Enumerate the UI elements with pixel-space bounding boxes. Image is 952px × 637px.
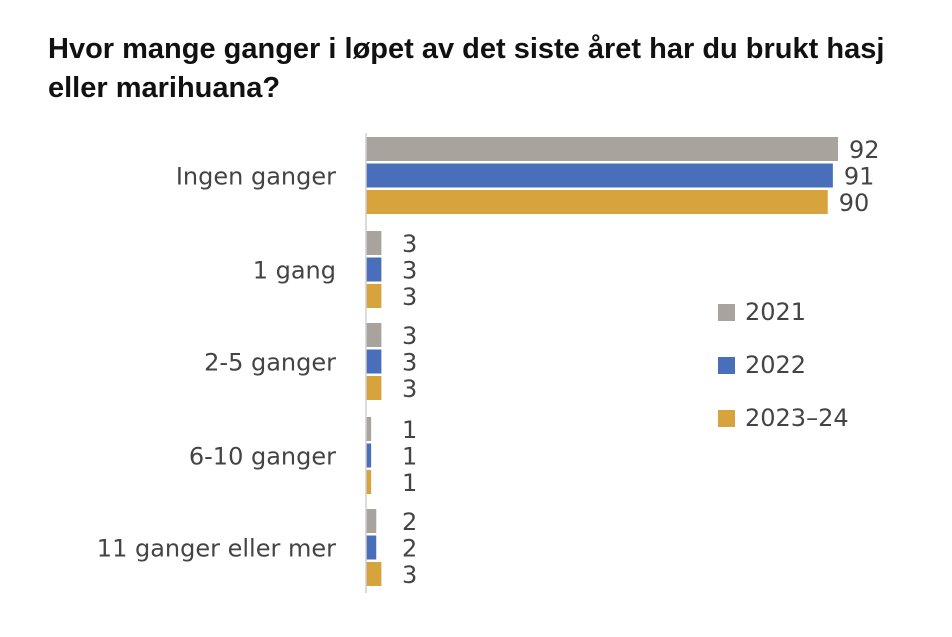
category-label-2-5-ganger: 2-5 ganger [204, 349, 336, 377]
value-label-6-10-ganger-2021: 1 [402, 416, 417, 444]
value-label-11-ganger-eller-mer-2022: 2 [402, 535, 417, 563]
value-label-2-5-ganger-2021: 3 [402, 322, 417, 350]
chart-title: Hvor mange ganger i løpet av det siste å… [48, 33, 885, 104]
legend: 2021 2022 2023–24 [718, 298, 849, 432]
bar-ingen-ganger-2021 [366, 137, 838, 161]
value-label-2-5-ganger-2022: 3 [402, 349, 417, 377]
bar-ingen-ganger-2023-24 [366, 190, 828, 214]
legend-label-2022: 2022 [745, 351, 806, 379]
bar-11-ganger-eller-mer-2021 [366, 509, 377, 533]
bar-11-ganger-eller-mer-2023-24 [366, 562, 382, 586]
bar-2-5-ganger-2022 [366, 349, 382, 374]
value-label-6-10-ganger-2023-24: 1 [402, 469, 417, 497]
category-labels-group: Ingen ganger 1 gang 2-5 ganger 6-10 ganger 1… [97, 163, 336, 563]
legend-swatch-2021 [718, 304, 735, 321]
legend-label-2021: 2021 [745, 298, 806, 326]
bar-6-10-ganger-2021 [366, 417, 372, 441]
bars-group [366, 137, 838, 586]
value-label-ingen-ganger-2023-24: 90 [839, 189, 870, 217]
bar-2-5-ganger-2021 [366, 323, 382, 347]
value-label-2-5-ganger-2023-24: 3 [402, 375, 417, 403]
category-label-1-gang: 1 gang [253, 257, 336, 285]
value-label-11-ganger-eller-mer-2023-24: 3 [402, 561, 417, 589]
category-label-ingen-ganger: Ingen ganger [176, 163, 336, 191]
value-label-1-gang-2023-24: 3 [402, 283, 417, 311]
legend-label-2023-24: 2023–24 [745, 404, 849, 432]
category-label-11-ganger-eller-mer: 11 ganger eller mer [97, 535, 336, 563]
bar-6-10-ganger-2022 [366, 443, 372, 468]
bar-2-5-ganger-2023-24 [366, 376, 382, 400]
bar-ingen-ganger-2022 [366, 163, 833, 188]
bar-1-gang-2023-24 [366, 284, 382, 308]
legend-swatch-2022 [718, 357, 735, 374]
value-label-6-10-ganger-2022: 1 [402, 443, 417, 471]
legend-swatch-2023-24 [718, 410, 735, 427]
bar-1-gang-2021 [366, 231, 382, 255]
value-label-11-ganger-eller-mer-2021: 2 [402, 508, 417, 536]
bar-11-ganger-eller-mer-2022 [366, 535, 377, 560]
value-label-ingen-ganger-2021: 92 [849, 136, 880, 164]
value-label-1-gang-2022: 3 [402, 257, 417, 285]
category-label-6-10-ganger: 6-10 ganger [189, 443, 336, 471]
value-label-1-gang-2021: 3 [402, 230, 417, 258]
bar-1-gang-2022 [366, 257, 382, 282]
value-label-ingen-ganger-2022: 91 [844, 163, 875, 191]
bar-6-10-ganger-2023-24 [366, 470, 372, 494]
